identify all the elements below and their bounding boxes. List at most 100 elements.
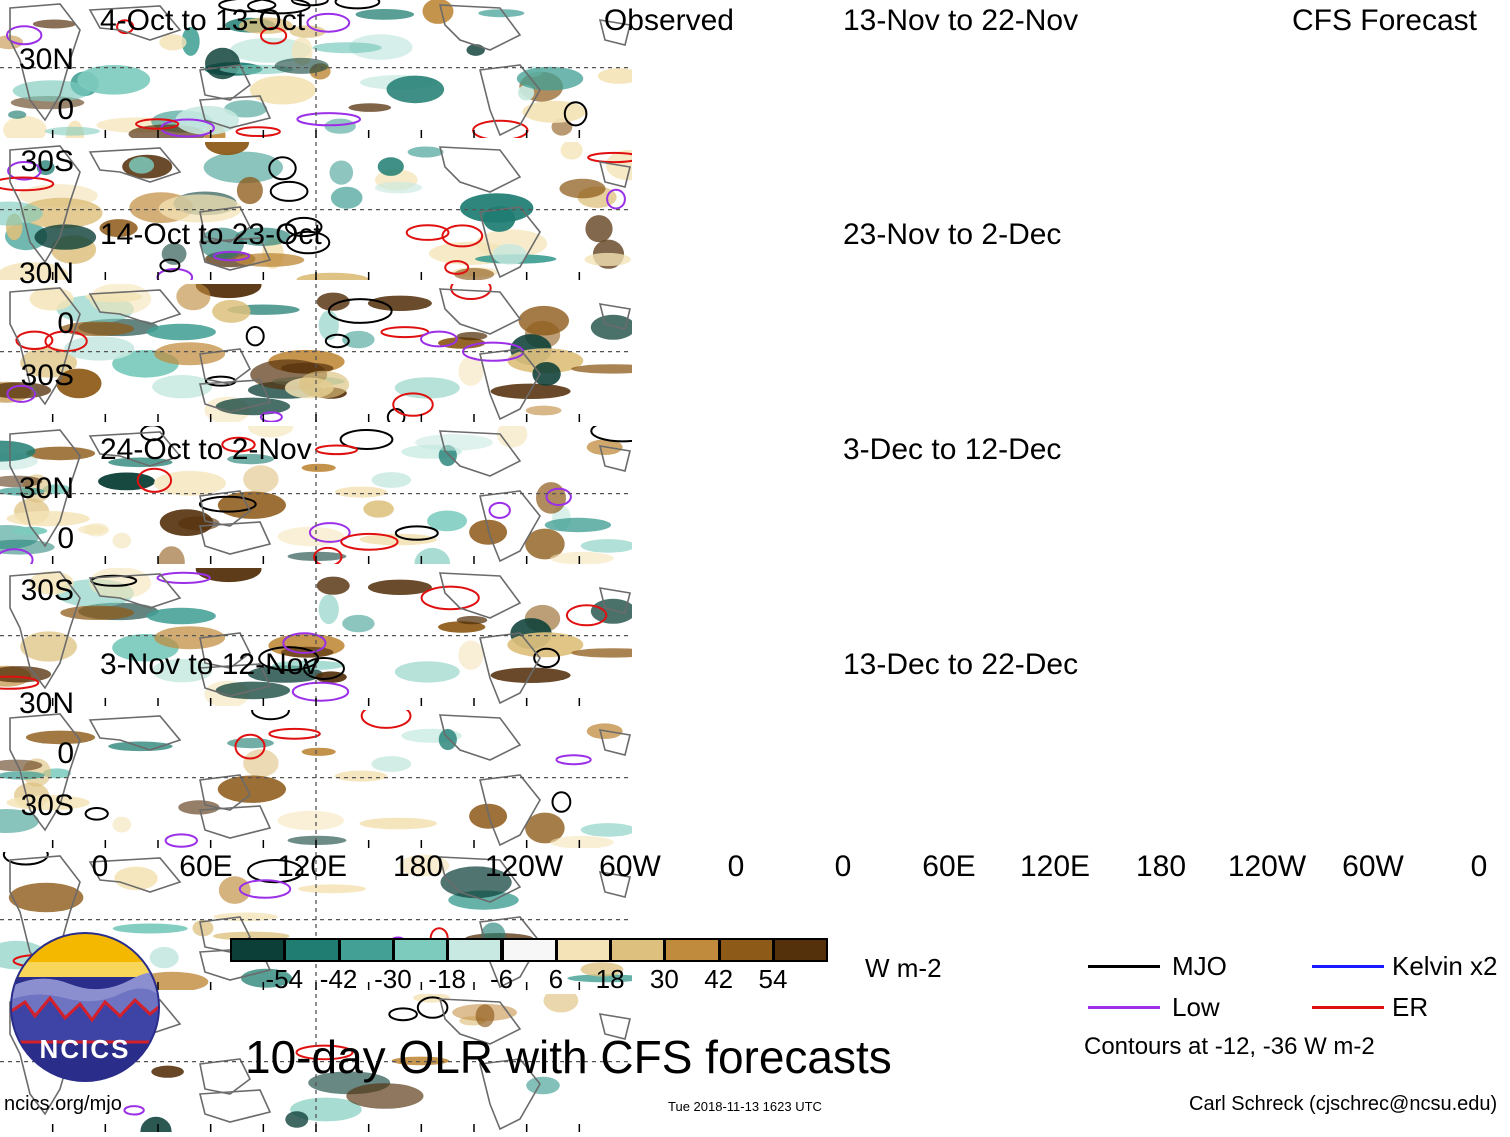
- olr-anomaly-blob: [526, 1076, 560, 1095]
- olr-anomaly-blob: [0, 809, 39, 833]
- right-panel-title-0: 13-Nov to 22-Nov: [843, 4, 1079, 37]
- olr-anomaly-blob: [243, 749, 279, 778]
- wave-contour: [285, 230, 331, 255]
- olr-anomaly-blob: [56, 368, 102, 399]
- lon-left-label-5: 60W: [599, 850, 661, 883]
- colorbar-tick-label: 6: [548, 964, 564, 994]
- colorbar-swatch: [392, 938, 449, 962]
- wave-contour: [198, 495, 257, 513]
- olr-anomaly-blob: [329, 160, 354, 185]
- legend-er-line: [1312, 1006, 1384, 1009]
- right-map-3: [0, 988, 636, 1137]
- olr-anomaly-blob: [458, 640, 484, 670]
- wave-contour: [238, 879, 292, 899]
- olr-anomaly-blob: [316, 576, 350, 595]
- olr-anomaly-blob: [550, 835, 614, 849]
- legend-mjo-label: MJO: [1172, 951, 1227, 981]
- olr-anomaly-blob: [391, 1056, 450, 1066]
- wave-contour: [136, 467, 173, 493]
- wave-contour: [416, 996, 449, 1019]
- olr-anomaly-blob: [151, 1065, 184, 1078]
- olr-anomaly-blob: [0, 666, 52, 683]
- olr-anomaly-blob: [290, 1097, 362, 1122]
- colorbar-swatch: [230, 938, 286, 962]
- olr-anomaly-blob: [149, 946, 179, 969]
- olr-anomaly-blob: [298, 884, 366, 894]
- lat-label-3-2: 30S: [20, 789, 74, 822]
- olr-anomaly-blob: [243, 465, 279, 494]
- footer-url[interactable]: ncics.org/mjo: [4, 1093, 122, 1115]
- olr-anomaly-blob: [44, 126, 100, 136]
- olr-anomaly-blob: [218, 876, 251, 904]
- wave-contour: [296, 112, 362, 127]
- continent-outline: [9, 571, 81, 690]
- olr-anomaly-blob: [371, 472, 412, 488]
- wave-contour: [388, 1007, 418, 1022]
- left-panel-title-0: 4-Oct to 13-Oct: [100, 4, 306, 37]
- colorbar-tick-label: 42: [704, 964, 734, 994]
- olr-anomaly-blob: [20, 197, 103, 229]
- olr-anomaly-blob: [438, 728, 457, 751]
- footer-author[interactable]: Carl Schreck (cjschrec@ncsu.edu): [1189, 1093, 1498, 1115]
- olr-anomaly-blob: [469, 803, 508, 829]
- olr-anomaly-blob: [458, 356, 484, 386]
- olr-anomaly-blob: [60, 605, 135, 620]
- continent-outline: [88, 573, 182, 609]
- continent-outline: [198, 521, 272, 555]
- wave-contour: [555, 754, 592, 766]
- legend-low-line: [1088, 1006, 1160, 1009]
- olr-anomaly-blob: [152, 659, 213, 683]
- wave-contour: [291, 681, 350, 702]
- continent-outline: [479, 632, 541, 705]
- left-map-3: [0, 416, 655, 579]
- olr-anomaly-blob: [146, 323, 216, 341]
- wave-contour: [324, 333, 350, 349]
- left-panel-title-2: 24-Oct to 2-Nov: [100, 433, 312, 466]
- olr-anomaly-blob: [560, 140, 583, 160]
- olr-anomaly-blob: [298, 370, 350, 399]
- olr-anomaly-blob: [580, 962, 624, 977]
- olr-anomaly-blob: [0, 201, 43, 226]
- continent-outline: [438, 714, 522, 761]
- olr-anomaly-blob: [518, 84, 535, 101]
- olr-anomaly-blob: [249, 75, 316, 105]
- olr-anomaly-blob: [456, 615, 488, 625]
- olr-anomaly-blob: [550, 551, 614, 565]
- olr-anomaly-blob: [544, 517, 612, 533]
- left-panel-title-1: 14-Oct to 23-Oct: [100, 218, 322, 251]
- wave-contour: [0, 176, 55, 192]
- ncics-logo[interactable]: NCICS: [10, 932, 160, 1082]
- legend-mjo-line: [1088, 965, 1160, 968]
- olr-anomaly-blob: [301, 463, 336, 472]
- continent-outline: [479, 206, 541, 279]
- wave-contour: [218, 0, 277, 13]
- continent-outline: [9, 713, 81, 832]
- footer-timestamp: Tue 2018-11-13 1623 UTC: [668, 1099, 822, 1114]
- lat-label-2-2: 30S: [20, 574, 74, 607]
- wave-contour: [268, 727, 321, 740]
- olr-anomaly-blob: [152, 375, 213, 399]
- continent-outline: [438, 572, 522, 619]
- left-map-svg-0: [0, 0, 641, 152]
- wave-contour: [441, 224, 484, 248]
- wave-contour: [245, 326, 265, 347]
- olr-anomaly-blob: [64, 336, 135, 361]
- continent-outline: [479, 64, 541, 137]
- continent-outline: [598, 729, 631, 756]
- olr-anomaly-blob: [112, 816, 132, 833]
- continent-outline: [199, 774, 252, 811]
- wave-contour: [295, 1044, 354, 1061]
- lon-right-label-1: 60E: [922, 850, 976, 883]
- continent-outline: [199, 348, 252, 385]
- wave-contour: [551, 791, 572, 813]
- right-map-svg-3: [0, 988, 632, 1137]
- lon-right-label-0: 0: [834, 850, 852, 883]
- olr-anomaly-blob: [492, 244, 527, 265]
- continent-outline: [199, 632, 252, 669]
- olr-anomaly-blob: [0, 759, 43, 772]
- olr-anomaly-blob: [32, 19, 76, 29]
- continent-outline: [198, 95, 272, 129]
- olr-anomaly-blob: [0, 440, 36, 462]
- continent-outline: [199, 64, 252, 101]
- olr-anomaly-blob: [34, 224, 97, 250]
